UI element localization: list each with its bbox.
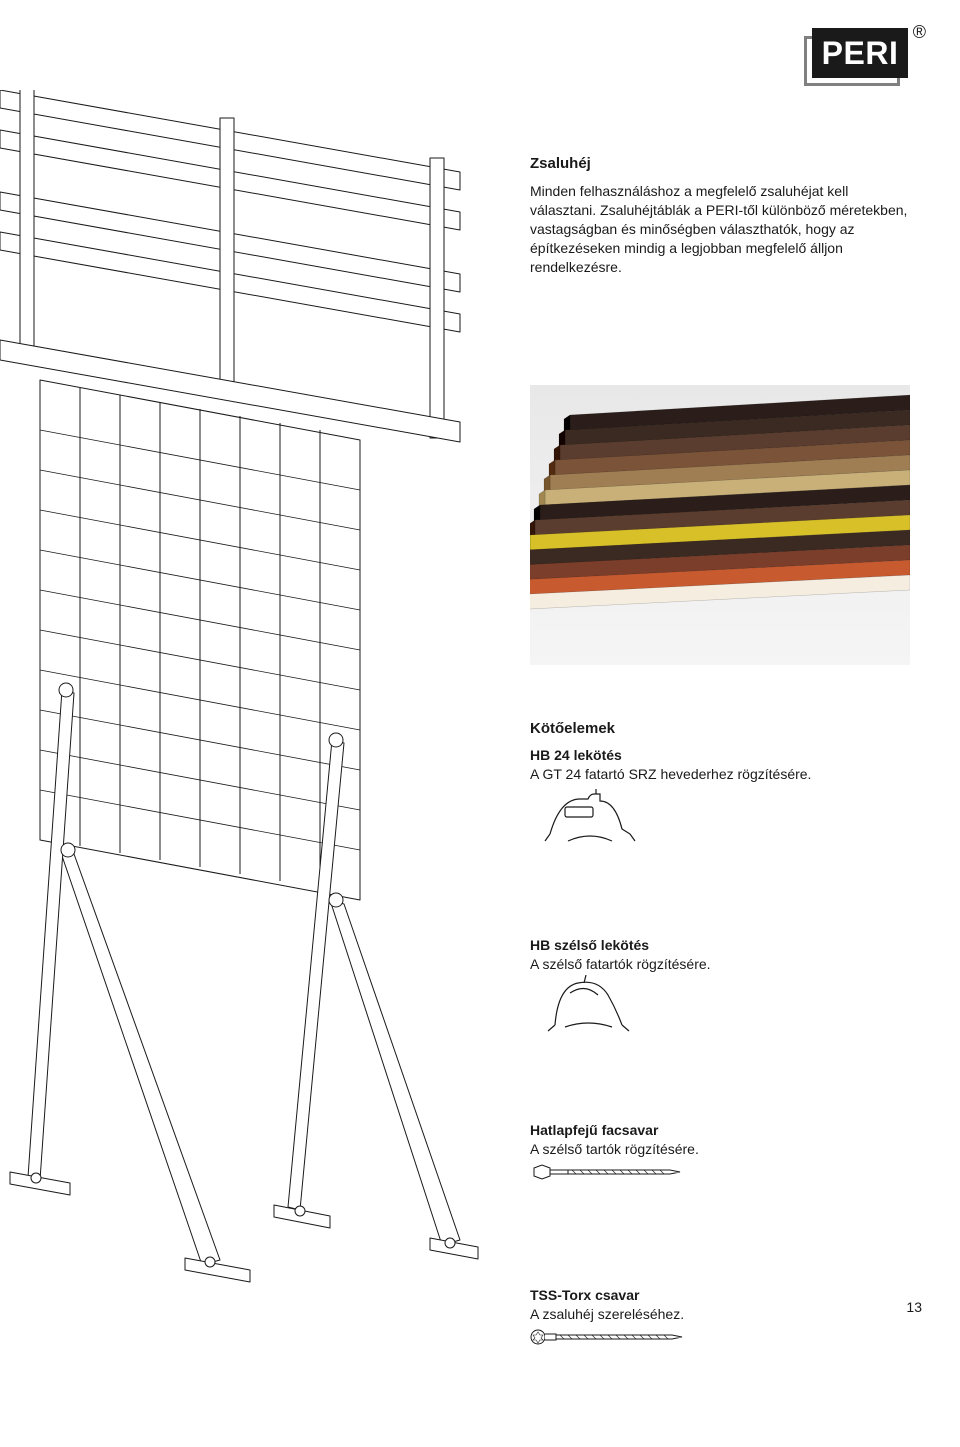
hb24-clamp-icon [530,789,650,844]
item-hb-szelo-lekotes: HB szélső lekötés A szélső fatartók rögz… [530,937,910,1052]
item-hatlapfeju-facsavar: Hatlapfejű facsavar A szélső tartók rögz… [530,1122,910,1217]
item-title: HB 24 lekötés [530,747,910,763]
torx-screw-icon [530,1325,650,1380]
formwork-technical-drawing [0,90,480,1290]
hb-edge-clamp-icon [530,975,650,1030]
item-hb24-lekotes: HB 24 lekötés A GT 24 fatartó SRZ hevede… [530,747,910,867]
zsaluhej-section: Zsaluhéj Minden felhasználáshoz a megfel… [530,155,910,276]
kotoelemek-section: Kötőelemek HB 24 lekötés A GT 24 fatartó… [530,720,910,1447]
section-title-kotoelemek: Kötőelemek [530,720,910,737]
zsaluhej-body: Minden felhasználáshoz a megfelelő zsalu… [530,182,910,276]
item-desc: A szélső tartók rögzítésére. [530,1140,910,1158]
item-tss-torx-csavar: TSS-Torx csavar A zsaluhéj szereléséhez. [530,1287,910,1377]
item-desc: A szélső fatartók rögzítésére. [530,955,910,973]
registered-mark: ® [913,22,926,43]
item-title: HB szélső lekötés [530,937,910,953]
section-title-zsaluhej: Zsaluhéj [530,155,910,172]
item-desc: A GT 24 fatartó SRZ hevederhez rögzítésé… [530,765,910,783]
page-number: 13 [906,1299,922,1315]
item-desc: A zsaluhéj szereléséhez. [530,1305,910,1323]
peri-logo: PERI ® [804,28,924,96]
item-title: Hatlapfejű facsavar [530,1122,910,1138]
item-title: TSS-Torx csavar [530,1287,910,1303]
logo-text: PERI [822,35,899,72]
plywood-stack-photo [530,385,910,665]
hex-wood-screw-icon [530,1160,650,1215]
